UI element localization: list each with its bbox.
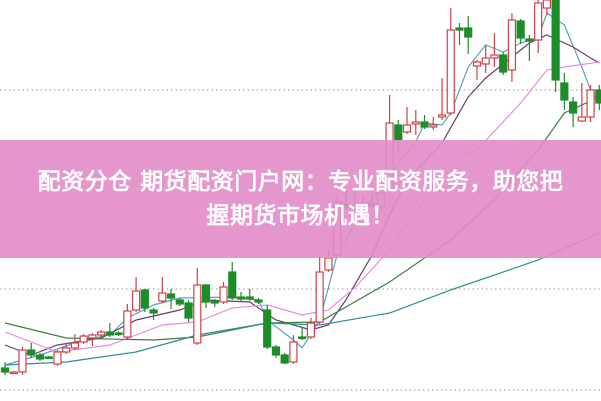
candle-down <box>394 124 403 141</box>
candle-down <box>0 367 10 373</box>
candle-up <box>9 371 18 375</box>
candle-down <box>568 101 578 114</box>
candle-up <box>88 334 97 339</box>
candle-up <box>123 310 132 338</box>
candle-down <box>595 89 601 104</box>
candle-up <box>324 257 333 271</box>
candle-down <box>44 356 53 360</box>
candle-down <box>280 354 289 364</box>
title-banner: 配资分仓 期货配资门户网：专业配资服务，助您把 握期货市场机遇！ <box>0 140 601 258</box>
candle-down <box>27 349 36 356</box>
candle-up <box>70 342 80 349</box>
candle-down <box>184 302 193 319</box>
candle-down <box>228 271 237 299</box>
candle-down <box>525 38 534 42</box>
candle-up <box>289 341 298 363</box>
candle-down <box>201 284 211 303</box>
candle-down <box>140 289 149 309</box>
candle-up <box>577 116 586 122</box>
candle-up <box>437 114 447 118</box>
candle-down <box>551 0 560 81</box>
candle-up <box>315 271 324 323</box>
candle-up <box>542 0 551 9</box>
candle-down <box>298 336 307 340</box>
candle-down <box>464 27 473 38</box>
candle-up <box>446 29 455 114</box>
candle-up <box>53 351 62 365</box>
candle-down <box>560 82 569 101</box>
candle-down <box>175 299 184 305</box>
candle-down <box>210 300 219 304</box>
candle-down <box>236 296 246 300</box>
candle-down <box>149 309 158 314</box>
candle-up <box>132 290 141 311</box>
candle-up <box>97 331 106 336</box>
banner-line-2: 握期货市场机遇！ <box>206 203 395 229</box>
candle-down <box>105 331 114 336</box>
candle-down <box>245 296 254 300</box>
candle-down <box>271 346 281 356</box>
candle-up <box>490 54 499 59</box>
candle-up <box>429 124 438 128</box>
candle-up <box>507 19 517 71</box>
candle-up <box>481 57 490 65</box>
candle-up <box>306 322 315 338</box>
moving-average-line <box>4 61 600 353</box>
candle-up <box>79 335 88 343</box>
candle-up <box>219 286 228 303</box>
candle-up <box>411 121 420 125</box>
candle-down <box>516 20 525 39</box>
banner-line-1: 配资分仓 期货配资门户网：专业配资服务，助您把 <box>37 169 564 195</box>
candle-down <box>263 309 272 348</box>
candle-down <box>254 299 263 303</box>
candle-up <box>402 124 412 133</box>
candle-down <box>114 332 123 336</box>
candle-up <box>62 347 71 353</box>
candle-down <box>499 54 508 73</box>
moving-average-line <box>4 232 600 366</box>
candle-up <box>534 2 543 41</box>
candle-up <box>472 61 482 67</box>
candle-up <box>158 292 167 302</box>
candle-down <box>166 293 176 299</box>
candle-up <box>586 89 595 118</box>
candle-down <box>455 27 464 31</box>
candle-up <box>18 349 27 373</box>
candle-up <box>193 284 202 344</box>
candle-down <box>35 354 45 360</box>
candle-down <box>420 121 429 128</box>
